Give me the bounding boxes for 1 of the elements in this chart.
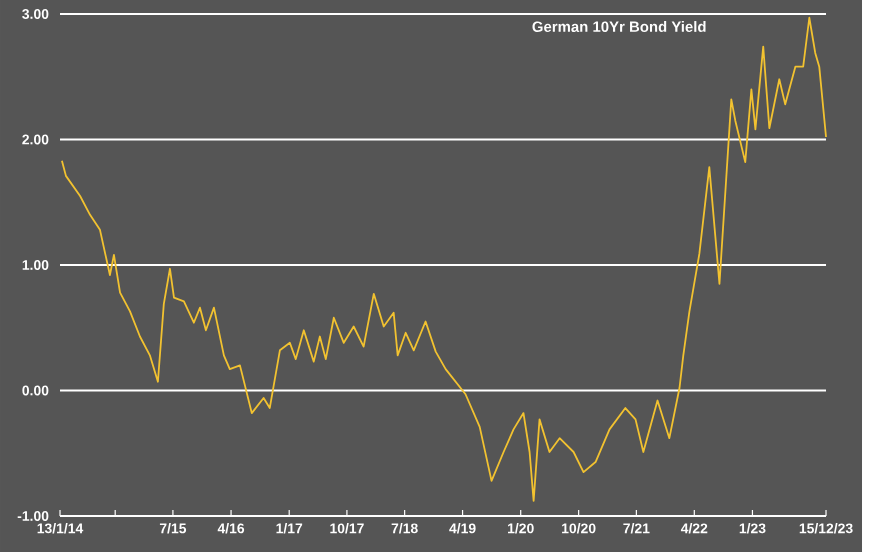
line-series	[61, 16, 827, 502]
